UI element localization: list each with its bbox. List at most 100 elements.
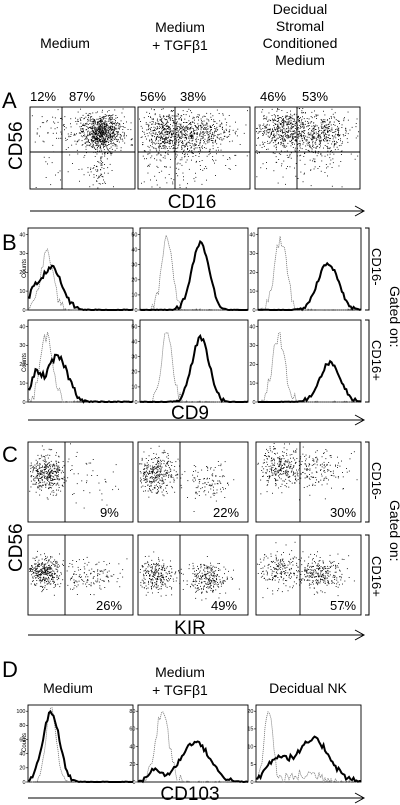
flow-dot — [284, 134, 286, 135]
flow-dot — [289, 467, 291, 469]
flow-dot — [73, 579, 75, 581]
flow-dot — [114, 145, 116, 147]
flow-dot — [315, 148, 317, 149]
flow-dot — [111, 141, 112, 143]
flow-dot — [158, 172, 160, 173]
flow-dot — [144, 133, 146, 135]
flow-dot — [97, 118, 99, 120]
flow-dot — [298, 121, 300, 122]
flow-dot — [263, 459, 265, 461]
flow-dot — [89, 131, 91, 133]
flow-dot — [89, 145, 91, 147]
flow-dot — [119, 586, 121, 588]
flow-dot — [108, 125, 110, 127]
flow-dot — [139, 118, 140, 120]
flow-dot — [55, 472, 57, 473]
flow-dot — [35, 475, 37, 477]
flow-dot — [152, 140, 153, 142]
flow-dot — [32, 570, 34, 572]
flow-dot — [199, 153, 200, 155]
flow-dot — [50, 471, 52, 473]
flow-dot — [49, 449, 51, 451]
flow-dot — [114, 123, 116, 125]
flow-dot — [102, 143, 104, 145]
flow-dot — [122, 131, 124, 133]
flow-dot — [98, 131, 100, 133]
flow-dot — [154, 474, 156, 476]
flow-dot — [335, 131, 337, 132]
flow-dot — [304, 112, 306, 114]
flow-dot — [100, 129, 102, 131]
flow-dot — [162, 141, 163, 143]
flow-dot — [114, 129, 115, 131]
flow-dot — [270, 128, 271, 130]
flow-dot — [43, 475, 45, 476]
flow-dot — [218, 125, 220, 127]
flow-dot — [278, 475, 279, 477]
flow-dot — [75, 580, 77, 582]
flow-dot — [98, 175, 100, 177]
flow-dot — [270, 465, 272, 467]
flow-dot — [277, 127, 279, 129]
flow-dot — [303, 136, 305, 138]
flow-dot — [115, 117, 117, 119]
flow-dot — [311, 117, 313, 119]
flow-dot — [30, 568, 32, 569]
flow-dot — [31, 565, 33, 567]
flow-dot — [170, 477, 172, 478]
flow-dot — [318, 127, 320, 129]
flow-dot — [298, 136, 300, 138]
flow-dot — [70, 588, 71, 590]
flow-dot — [98, 122, 100, 123]
flow-dot — [279, 461, 281, 463]
flow-dot — [282, 140, 284, 142]
flow-dot — [291, 138, 293, 140]
flow-dot — [103, 147, 104, 149]
flow-dot — [93, 136, 94, 138]
flow-dot — [303, 132, 304, 134]
flow-dot — [260, 493, 262, 495]
flow-dot — [100, 159, 102, 161]
flow-dot — [285, 486, 287, 488]
flow-dot — [34, 584, 36, 586]
flow-dot — [280, 460, 282, 462]
flow-dot — [292, 136, 294, 138]
flow-dot — [30, 570, 31, 571]
flow-dot — [91, 475, 93, 476]
flow-dot — [42, 572, 44, 574]
flow-dot — [98, 137, 100, 139]
flow-dot — [98, 134, 100, 136]
flow-dot — [90, 573, 91, 575]
flow-dot — [163, 489, 164, 491]
flow-dot — [224, 461, 226, 463]
flow-dot — [70, 579, 71, 581]
flow-dot — [147, 145, 149, 147]
flow-dot — [199, 133, 201, 135]
flow-dot — [327, 130, 328, 132]
flow-dot — [293, 130, 295, 132]
flow-dot — [283, 463, 285, 465]
flow-dot — [306, 475, 308, 477]
flow-dot — [45, 466, 47, 468]
flow-dot — [338, 135, 340, 137]
flow-dot — [331, 475, 333, 476]
flow-dot — [323, 121, 325, 122]
flow-dot — [120, 134, 122, 136]
flow-dot — [106, 114, 108, 116]
flow-dot — [90, 126, 92, 128]
flow-dot — [39, 569, 41, 571]
flow-dot — [87, 127, 89, 129]
flow-dot — [331, 185, 333, 187]
flow-dot — [90, 171, 92, 173]
flow-dot — [77, 153, 79, 155]
flow-dot — [103, 130, 104, 132]
flow-dot — [265, 453, 266, 454]
flow-dot — [93, 167, 95, 169]
flow-dot — [110, 128, 111, 130]
flow-dot — [43, 576, 45, 578]
flow-dot — [42, 459, 44, 461]
flow-dot — [323, 129, 325, 131]
flow-dot — [50, 474, 52, 476]
panel-b-r1-c2-tick-label: 50 — [131, 232, 137, 238]
flow-dot — [263, 117, 265, 119]
